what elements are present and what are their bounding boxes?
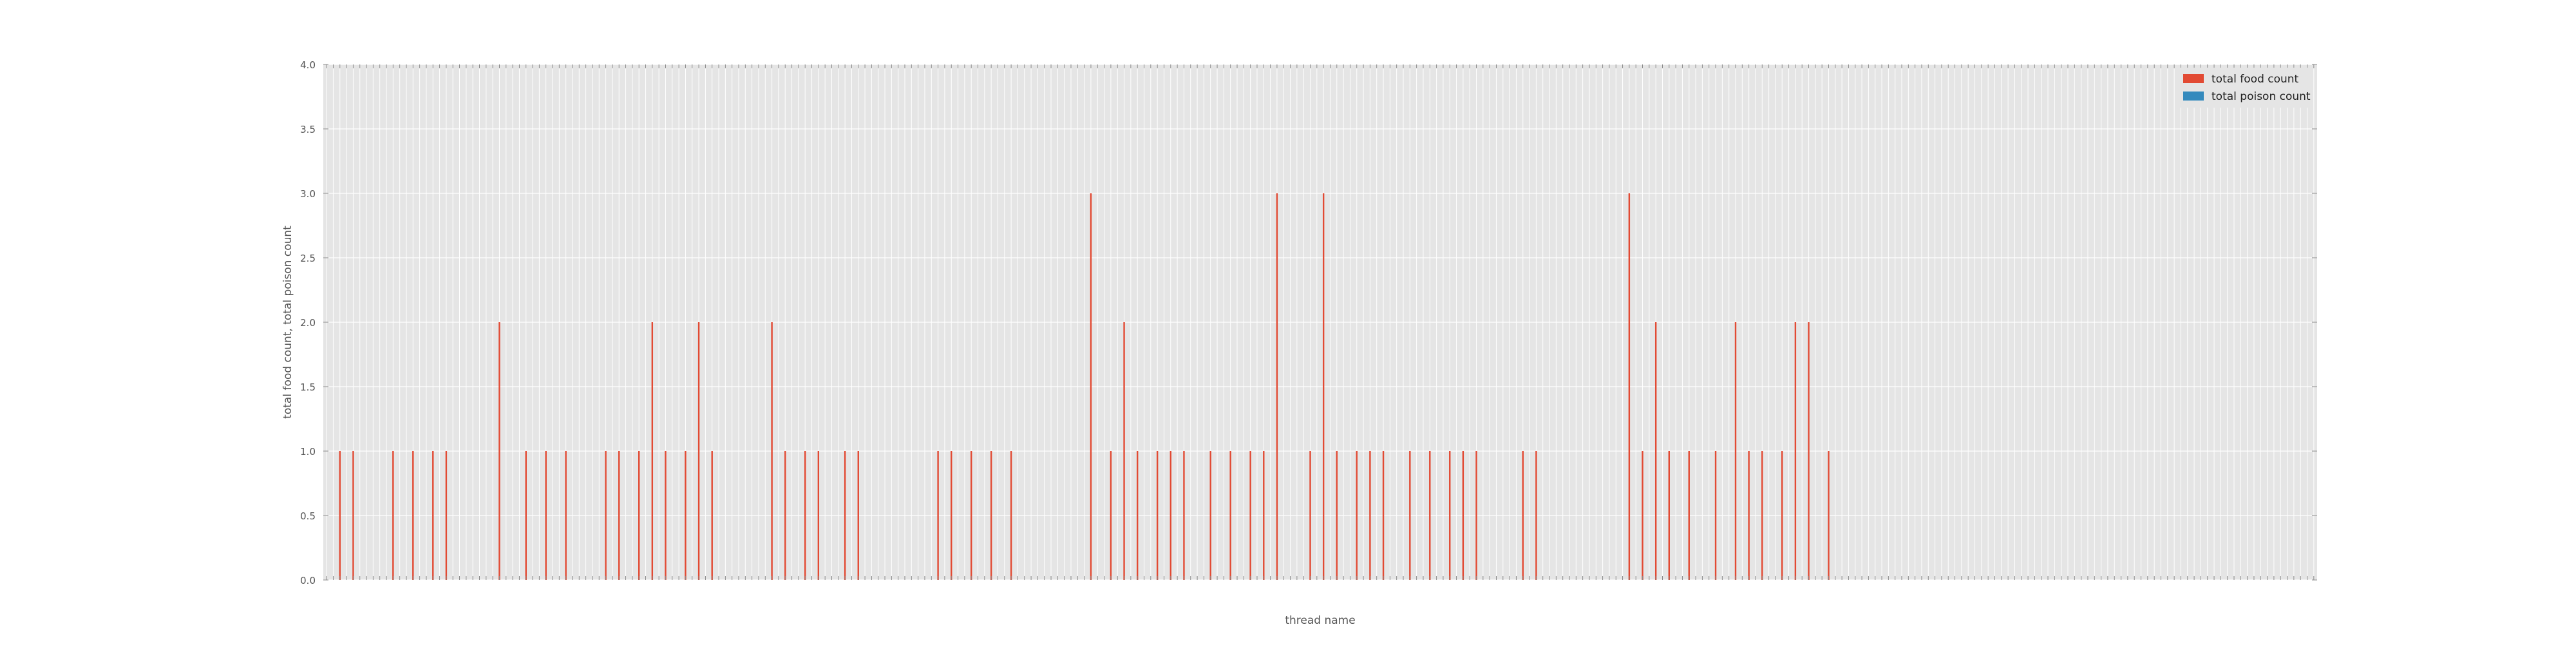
bar-food <box>352 451 354 580</box>
bar-food <box>1714 451 1717 580</box>
bar-food <box>1794 322 1797 580</box>
bar-food <box>711 451 713 580</box>
bar-food <box>1336 451 1338 580</box>
bar-food <box>525 451 527 580</box>
bar-food <box>1369 451 1371 580</box>
bar-food <box>1276 193 1278 580</box>
y-tick-label: 2.0 <box>300 317 316 329</box>
bar-food <box>665 451 667 580</box>
bar-food <box>1010 451 1012 580</box>
bar-food <box>545 451 547 580</box>
bar-food <box>1409 451 1411 580</box>
y-tick-labels: 0.0 0.5 1.0 1.5 2.0 2.5 3.0 3.5 4.0 <box>300 59 316 586</box>
bar-food <box>1309 451 1311 580</box>
bar-food <box>1183 451 1185 580</box>
bar-food <box>685 451 687 580</box>
bar-food <box>1209 451 1211 580</box>
bar-food <box>498 322 500 580</box>
bar-food <box>432 451 434 580</box>
bar-food <box>1137 451 1139 580</box>
bar-food <box>1429 451 1431 580</box>
bar-food <box>412 451 414 580</box>
bar-food <box>1688 451 1690 580</box>
y-tick-label: 3.0 <box>300 188 316 200</box>
bar-food <box>951 451 952 580</box>
legend: total food count total poison count <box>2175 68 2312 108</box>
bar-food <box>1123 322 1125 580</box>
bar-food <box>1229 451 1231 580</box>
bar-food <box>618 451 620 580</box>
bar-food <box>1462 451 1464 580</box>
bar-food <box>1828 451 1830 580</box>
bar-food <box>1734 322 1737 580</box>
bar-food <box>605 451 607 580</box>
legend-label-food: total food count <box>2211 73 2299 86</box>
bar-food <box>1522 451 1524 580</box>
y-tick-label: 3.5 <box>300 124 316 135</box>
y-tick-label: 0.0 <box>300 575 316 586</box>
grid-lines <box>323 64 2317 581</box>
bar-food <box>565 451 567 580</box>
bar-food <box>1090 193 1092 580</box>
bar-food <box>1110 451 1112 580</box>
x-axis-label: thread name <box>1285 614 1355 627</box>
legend-swatch-food <box>2183 74 2204 83</box>
bar-food <box>1475 451 1477 580</box>
bar-food <box>857 451 859 580</box>
bar-food <box>1263 451 1265 580</box>
bars <box>339 193 1830 580</box>
y-tick-label: 1.5 <box>300 381 316 393</box>
bar-food <box>1748 451 1750 580</box>
y-tick-label: 4.0 <box>300 59 316 71</box>
bar-food <box>651 322 654 580</box>
bar-food <box>1170 451 1171 580</box>
y-axis-label: total food count, total poison count <box>281 226 294 419</box>
bar-food <box>971 451 972 580</box>
bar-food <box>1628 193 1631 580</box>
bar-food <box>817 451 820 580</box>
bar-food <box>771 322 773 580</box>
y-tick-label: 2.5 <box>300 253 316 264</box>
bar-food <box>1156 451 1159 580</box>
bar-food <box>638 451 640 580</box>
legend-swatch-poison <box>2183 92 2204 101</box>
bar-food <box>1249 451 1251 580</box>
bar-food <box>697 322 700 580</box>
bar-food <box>1808 322 1810 580</box>
bar-food <box>1668 451 1670 580</box>
bar-food <box>1382 451 1385 580</box>
bar-food <box>339 451 341 580</box>
bar-food <box>445 451 448 580</box>
y-tick-label: 0.5 <box>300 510 316 522</box>
bar-food <box>1654 322 1657 580</box>
x-tick-marks <box>326 64 2315 580</box>
bar-food <box>784 451 786 580</box>
bar-food <box>1449 451 1451 580</box>
legend-label-poison: total poison count <box>2211 90 2311 103</box>
bar-food <box>844 451 846 580</box>
bar-food <box>1356 451 1358 580</box>
bar-food <box>1781 451 1783 580</box>
bar-food <box>392 451 394 580</box>
bar-food <box>937 451 939 580</box>
bar-food <box>1761 451 1763 580</box>
y-tick-label: 1.0 <box>300 446 316 458</box>
bar-food <box>804 451 806 580</box>
bar-food <box>1322 193 1325 580</box>
bar-food <box>1642 451 1643 580</box>
bar-food <box>1535 451 1537 580</box>
bar-food <box>990 451 992 580</box>
